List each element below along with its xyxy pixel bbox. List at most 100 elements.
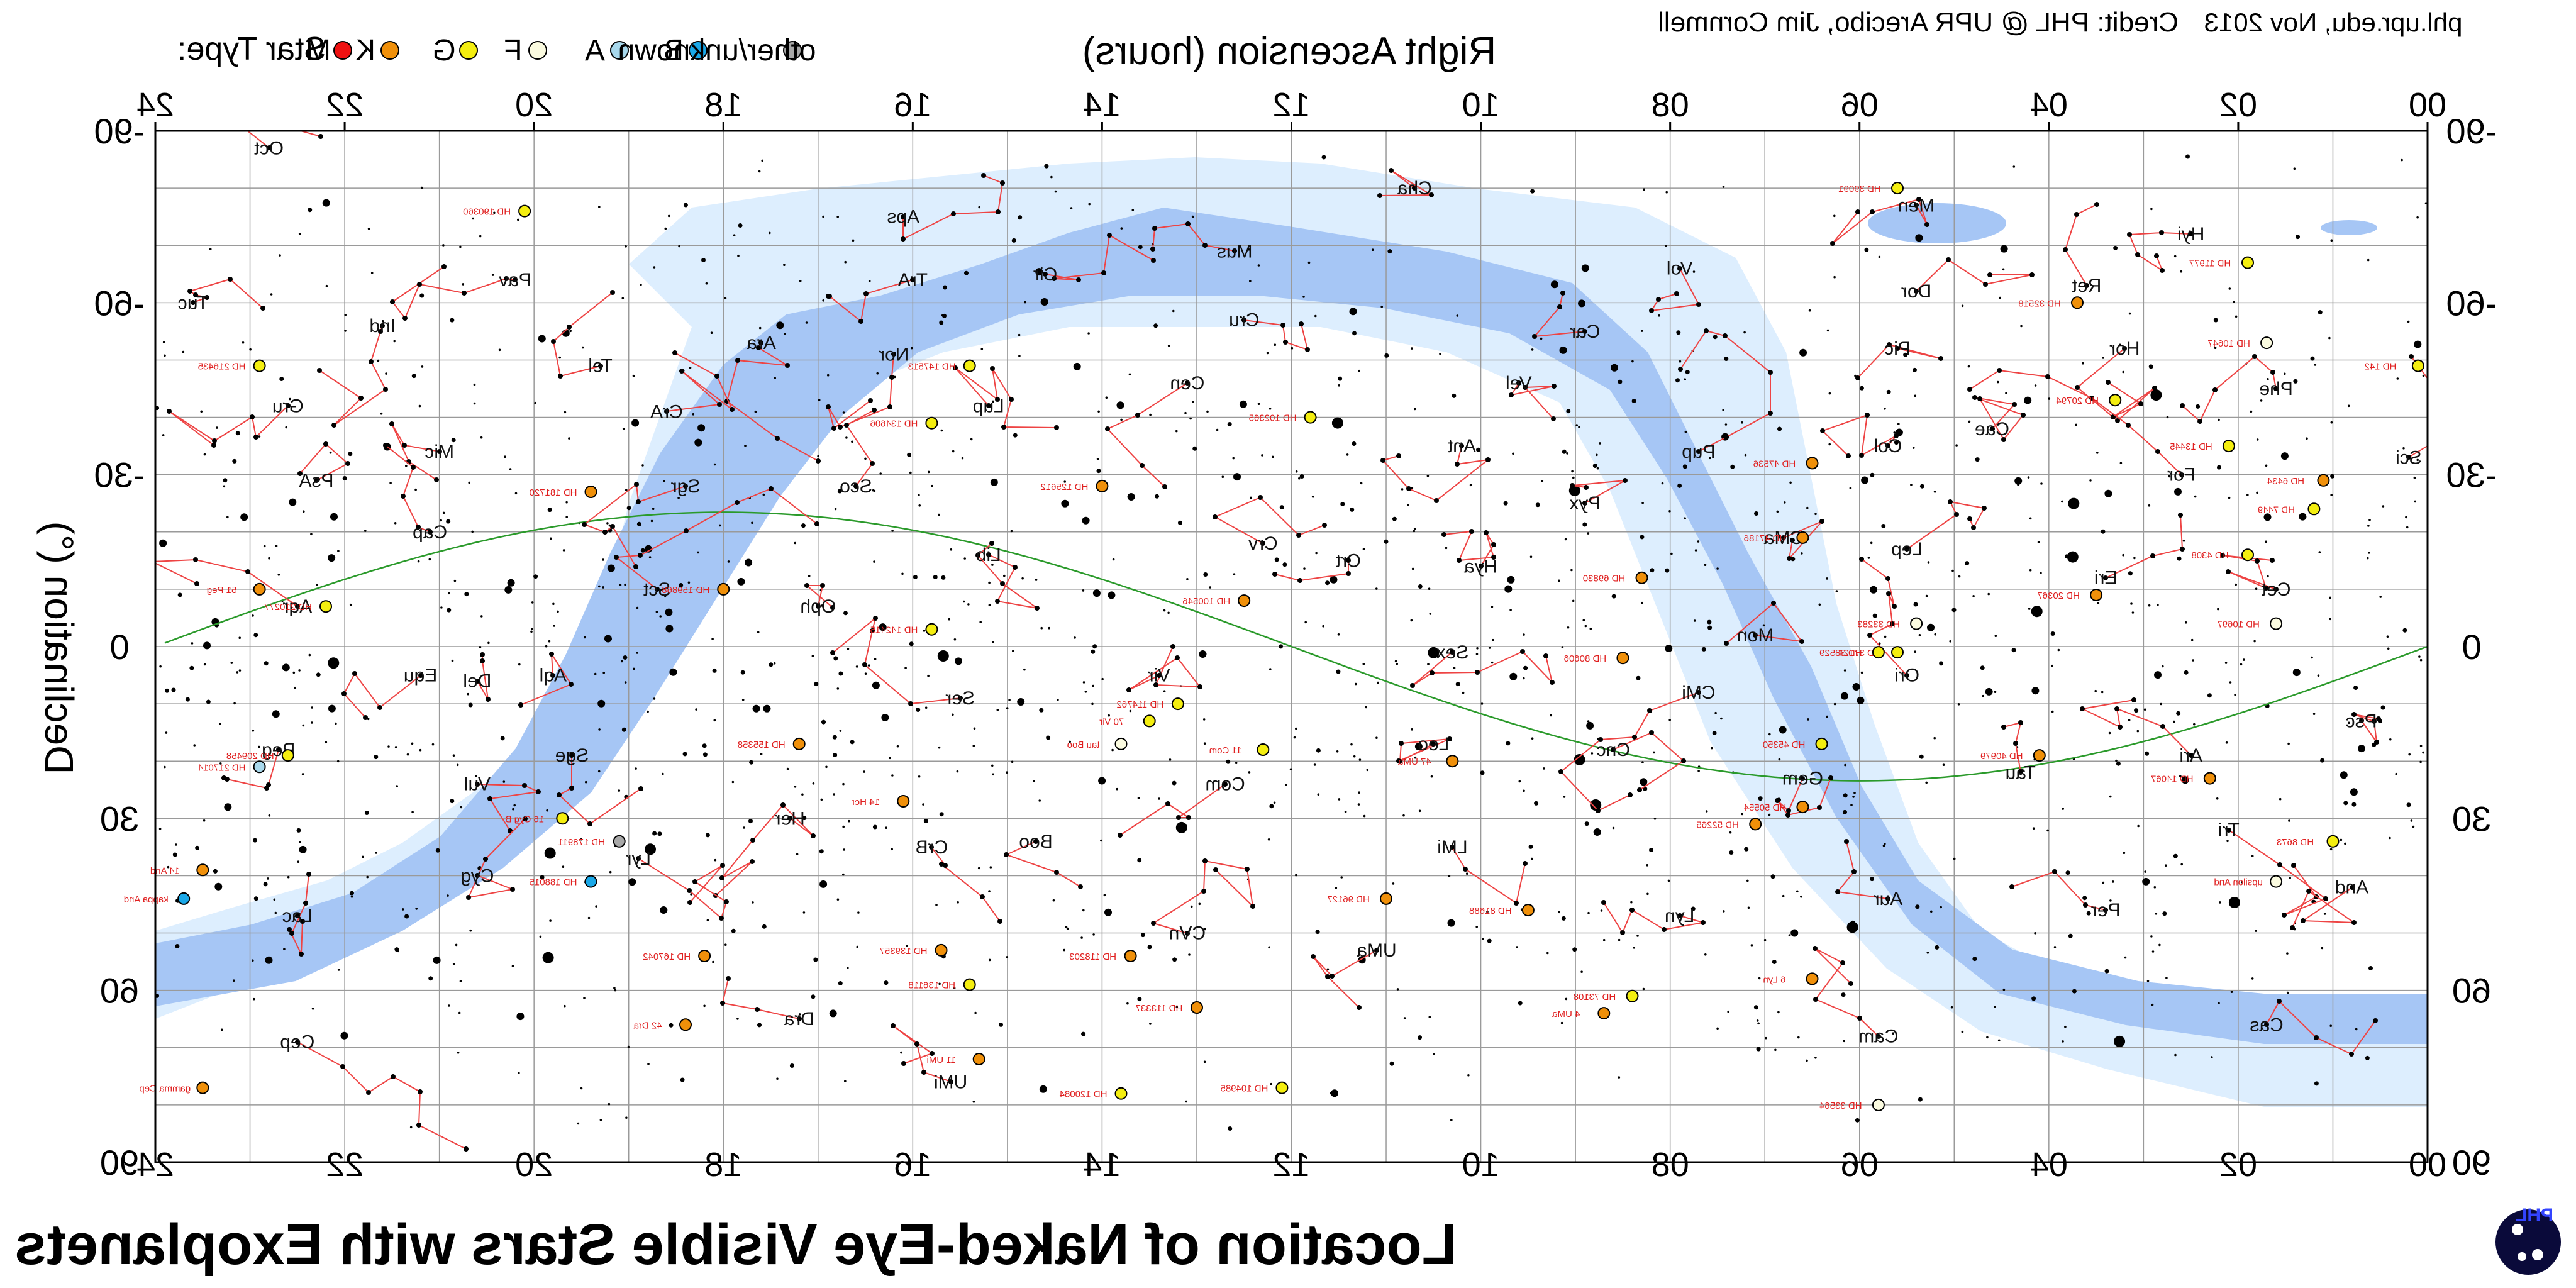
constellation-star	[990, 366, 995, 371]
background-star	[991, 564, 994, 566]
background-star	[1934, 633, 1936, 636]
exoplanet-host-star	[717, 582, 730, 596]
background-star	[1572, 947, 1577, 952]
background-star	[2353, 686, 2358, 690]
background-star	[580, 1087, 583, 1090]
constellation-star	[930, 1051, 935, 1056]
constellation-star	[724, 899, 729, 904]
background-star	[2329, 618, 2331, 621]
constellation-star	[2131, 697, 2136, 702]
background-star	[758, 326, 762, 330]
background-star	[891, 530, 894, 532]
background-star	[1013, 433, 1018, 438]
background-star	[203, 453, 206, 456]
background-star	[1679, 360, 1682, 363]
background-star	[1833, 702, 1836, 706]
constellation-star	[1677, 266, 1682, 271]
constellation-star	[672, 350, 677, 355]
constellation-star	[1892, 604, 1897, 609]
constellation-name: Vol	[1667, 258, 1693, 279]
background-star	[802, 816, 807, 821]
constellation-star	[1557, 304, 1562, 309]
background-star	[1611, 594, 1616, 599]
background-star	[652, 508, 655, 510]
background-star	[1933, 736, 1936, 740]
background-star	[2165, 977, 2168, 979]
constellation-star	[331, 423, 336, 428]
background-star	[2109, 899, 2112, 902]
background-star	[1295, 874, 1297, 877]
background-star	[821, 604, 823, 607]
background-star	[1951, 608, 1957, 613]
background-star	[1897, 423, 1900, 425]
constellation-star	[2180, 547, 2185, 552]
background-star	[2405, 516, 2407, 519]
background-star	[940, 429, 943, 432]
constellation-star	[1987, 272, 1992, 277]
background-star	[1709, 457, 1711, 460]
background-star	[876, 372, 879, 375]
background-star	[299, 845, 307, 853]
background-star	[2113, 245, 2118, 250]
exoplanet-host-star	[1616, 652, 1629, 665]
background-star	[711, 638, 714, 640]
exoplanet-star-label: HD 155358	[738, 740, 786, 750]
constellation-star	[2018, 770, 2023, 775]
background-star	[1129, 709, 1132, 713]
background-star	[418, 404, 421, 408]
constellation-figure	[1572, 480, 1626, 504]
background-star	[1355, 682, 1357, 686]
background-star	[2050, 631, 2055, 636]
background-star	[2153, 886, 2157, 889]
background-star	[539, 935, 542, 938]
constellation-star	[1696, 449, 1701, 454]
background-star	[938, 513, 940, 516]
constellation-star	[2264, 1022, 2269, 1027]
background-star	[1801, 552, 1803, 555]
constellation-star	[2138, 401, 2143, 406]
constellation-star	[1232, 248, 1237, 253]
background-star	[1826, 329, 1829, 332]
constellation-name: Leo	[1418, 734, 1449, 755]
background-star	[1582, 522, 1587, 527]
background-star	[602, 586, 604, 589]
background-star	[602, 558, 604, 561]
constellation-star	[1157, 673, 1162, 678]
background-star	[507, 579, 515, 587]
constellation-figure	[721, 978, 800, 1019]
constellation-name: Tau	[2005, 762, 2035, 783]
background-star	[1453, 667, 1456, 669]
constellation-star	[1753, 633, 1758, 638]
constellation-star	[1846, 453, 1851, 458]
background-star	[1590, 799, 1602, 811]
background-star	[1082, 516, 1090, 525]
background-star	[2228, 897, 2240, 908]
background-star	[268, 814, 271, 817]
constellation-star	[2155, 449, 2160, 454]
background-star	[844, 1080, 847, 1082]
background-star	[970, 438, 973, 441]
background-star	[364, 530, 367, 532]
background-star	[491, 274, 494, 276]
background-star	[414, 488, 417, 491]
background-star	[2174, 1053, 2177, 1057]
background-star	[872, 681, 880, 689]
background-star	[1729, 831, 1732, 834]
exoplanet-host-star	[2203, 772, 2216, 785]
background-star	[1509, 672, 1518, 680]
background-star	[1233, 573, 1236, 575]
background-star	[2148, 364, 2153, 369]
background-star	[155, 406, 160, 411]
ra-tick-label: 18	[704, 86, 742, 124]
constellation-figure	[1613, 731, 1685, 791]
dec-axis-title: Declination (°)	[36, 521, 82, 775]
background-star	[1849, 487, 1852, 489]
constellation-name: Gem	[1782, 769, 1823, 789]
background-star	[159, 665, 162, 668]
constellation-star	[1724, 641, 1729, 646]
constellation-star	[253, 435, 258, 440]
background-star	[268, 557, 270, 560]
background-star	[1541, 480, 1544, 482]
background-star	[597, 699, 606, 708]
background-star	[2265, 464, 2268, 467]
